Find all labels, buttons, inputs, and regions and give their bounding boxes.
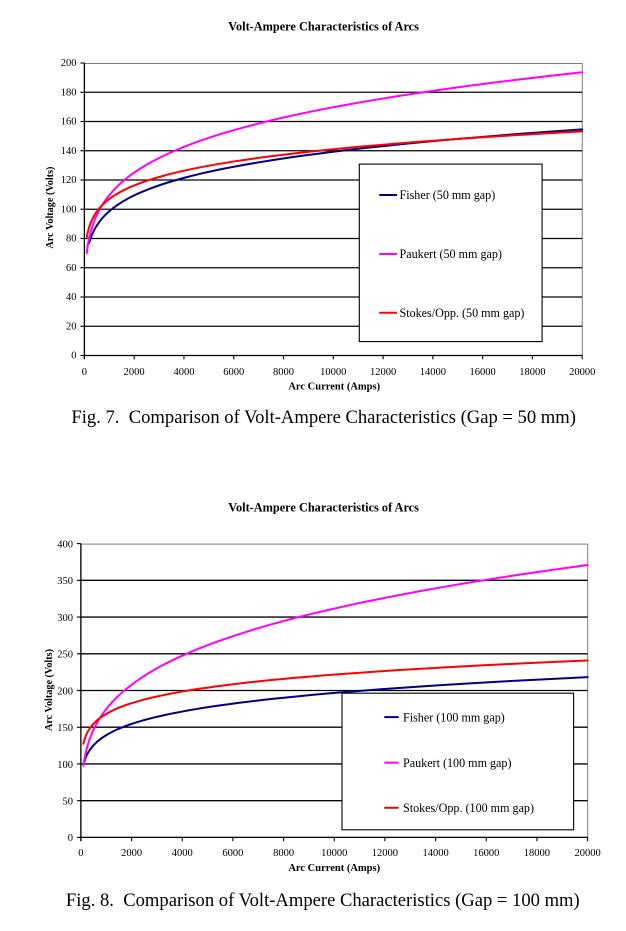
svg-text:Fisher (50 mm gap): Fisher (50 mm gap) (400, 188, 496, 202)
svg-text:6000: 6000 (222, 848, 243, 859)
svg-text:Arc Voltage (Volts): Arc Voltage (Volts) (45, 167, 56, 249)
svg-text:Paukert (100 mm gap): Paukert (100 mm gap) (403, 756, 511, 770)
svg-text:100: 100 (57, 760, 73, 771)
svg-text:0: 0 (78, 848, 83, 859)
svg-text:Paukert (50 mm gap): Paukert (50 mm gap) (400, 247, 502, 261)
svg-text:Stokes/Opp. (50 mm gap): Stokes/Opp. (50 mm gap) (400, 306, 525, 320)
svg-text:10000: 10000 (320, 367, 346, 378)
svg-text:200: 200 (57, 686, 73, 697)
svg-text:20000: 20000 (569, 367, 595, 378)
svg-text:200: 200 (61, 58, 77, 69)
svg-text:40: 40 (66, 292, 77, 303)
svg-text:Volt-Ampere Characteristics of: Volt-Ampere Characteristics of Arcs (228, 20, 419, 34)
svg-text:12000: 12000 (372, 848, 398, 859)
svg-text:4000: 4000 (173, 367, 194, 378)
svg-text:18000: 18000 (524, 848, 550, 859)
svg-text:20: 20 (66, 321, 77, 332)
svg-text:400: 400 (57, 539, 73, 550)
svg-text:4000: 4000 (172, 848, 193, 859)
svg-text:120: 120 (61, 175, 77, 186)
svg-text:2000: 2000 (121, 848, 142, 859)
svg-text:60: 60 (66, 263, 77, 274)
svg-text:Fisher (100 mm gap): Fisher (100 mm gap) (403, 710, 505, 724)
svg-text:14000: 14000 (420, 367, 446, 378)
svg-text:12000: 12000 (370, 367, 396, 378)
svg-text:0: 0 (71, 351, 76, 362)
svg-text:16000: 16000 (473, 848, 499, 859)
svg-text:80: 80 (66, 234, 77, 245)
svg-text:2000: 2000 (124, 367, 145, 378)
svg-text:Volt-Ampere Characteristics of: Volt-Ampere Characteristics of Arcs (228, 501, 419, 515)
svg-text:6000: 6000 (223, 367, 244, 378)
svg-text:16000: 16000 (470, 367, 496, 378)
svg-text:140: 140 (61, 146, 77, 157)
svg-text:300: 300 (57, 613, 73, 624)
svg-text:100: 100 (61, 204, 77, 215)
svg-text:Arc Current (Amps): Arc Current (Amps) (288, 863, 380, 874)
svg-text:0: 0 (68, 833, 73, 844)
svg-text:180: 180 (61, 87, 77, 98)
svg-text:Arc Current (Amps): Arc Current (Amps) (288, 381, 380, 392)
svg-text:14000: 14000 (422, 848, 448, 859)
svg-text:20000: 20000 (574, 848, 600, 859)
svg-text:160: 160 (61, 117, 77, 128)
svg-text:250: 250 (57, 650, 73, 661)
svg-text:18000: 18000 (519, 367, 545, 378)
svg-text:Arc Voltage (Volts): Arc Voltage (Volts) (44, 649, 55, 731)
svg-text:350: 350 (57, 576, 73, 587)
svg-text:8000: 8000 (273, 848, 294, 859)
svg-text:50: 50 (63, 796, 74, 807)
svg-text:150: 150 (57, 723, 73, 734)
svg-text:Stokes/Opp. (100 mm gap): Stokes/Opp. (100 mm gap) (403, 801, 534, 815)
svg-text:8000: 8000 (273, 367, 294, 378)
svg-text:0: 0 (82, 367, 87, 378)
svg-text:10000: 10000 (321, 848, 347, 859)
